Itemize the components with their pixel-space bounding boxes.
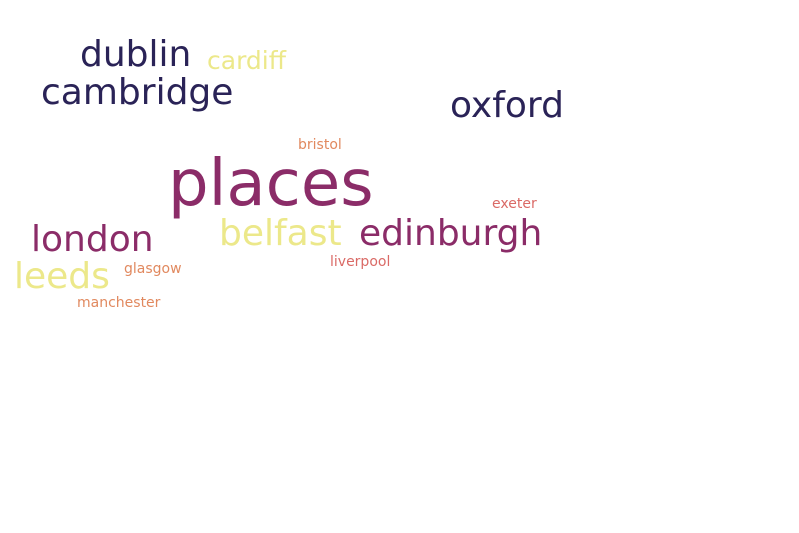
word-cambridge: cambridge: [41, 72, 234, 113]
word-glasgow: glasgow: [124, 261, 182, 277]
word-manchester: manchester: [77, 295, 161, 311]
word-london: london: [31, 219, 154, 260]
word-belfast: belfast: [219, 213, 342, 254]
word-liverpool: liverpool: [330, 254, 391, 270]
word-edinburgh: edinburgh: [359, 213, 543, 254]
word-oxford: oxford: [450, 85, 564, 126]
word-exeter: exeter: [492, 196, 537, 212]
word-dublin: dublin: [80, 34, 192, 75]
word-bristol: bristol: [298, 137, 342, 153]
word-leeds: leeds: [14, 256, 110, 297]
word-cardiff: cardiff: [207, 46, 286, 75]
word-places: places: [168, 147, 374, 221]
